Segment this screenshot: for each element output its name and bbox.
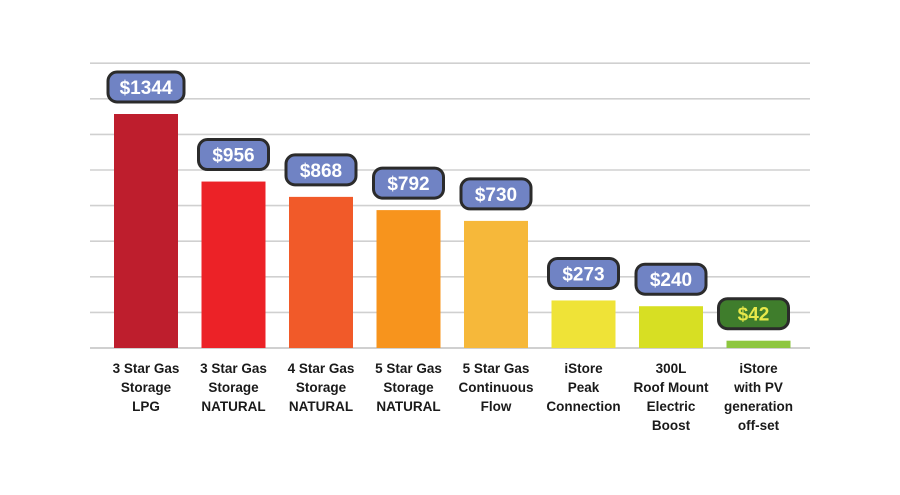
value-label-box: [197, 138, 270, 172]
value-label-text: $792: [387, 174, 429, 195]
gridlines: [90, 62, 810, 349]
x-tick-label: iStore with PV generation off-set: [724, 361, 793, 433]
x-tick-label: 4 Star Gas Storage NATURAL: [288, 361, 355, 414]
x-tick-label: 3 Star Gas Storage LPG: [113, 361, 180, 414]
bar: [639, 306, 703, 348]
bar: [726, 340, 791, 348]
bar: [551, 300, 616, 348]
value-labels: $1344 $956 $868 $792 $730 $273 $240 $42: [106, 70, 790, 331]
bar: [114, 114, 178, 348]
value-label-box: [459, 177, 533, 211]
value-label-box: [106, 70, 186, 104]
value-label: $42: [717, 297, 790, 331]
value-label-box: [634, 262, 708, 296]
bar: [376, 210, 441, 348]
x-tick-label: 3 Star Gas Storage NATURAL: [200, 361, 267, 414]
value-label: $240: [634, 262, 708, 296]
value-label-text: $868: [300, 161, 342, 182]
value-label: $730: [459, 177, 533, 211]
x-axis-labels: 3 Star Gas Storage LPG 3 Star Gas Storage NAT…: [113, 361, 793, 433]
value-label-box: [547, 256, 620, 290]
x-tick-label: 5 Star Gas Continuous Flow: [459, 361, 534, 414]
value-label: $792: [372, 166, 445, 200]
value-label-text: $42: [738, 305, 770, 326]
value-label-text: $730: [475, 185, 517, 206]
x-tick-label: iStore Peak Connection: [546, 361, 620, 414]
value-label-text: $1344: [120, 78, 173, 99]
value-label-text: $273: [562, 264, 604, 285]
value-label-box: [372, 166, 445, 200]
bar: [201, 181, 266, 348]
x-tick-label: 300L Roof Mount Electric Boost: [634, 361, 709, 433]
bars: [114, 114, 791, 348]
x-tick-label: 5 Star Gas Storage NATURAL: [375, 361, 442, 414]
value-label-text: $240: [650, 270, 692, 291]
bar: [464, 220, 528, 348]
bar: [289, 196, 353, 348]
value-label: $956: [197, 138, 270, 172]
value-label: $868: [284, 153, 358, 187]
value-label-box: [717, 297, 790, 331]
value-label: $1344: [106, 70, 186, 104]
value-label-text: $956: [212, 146, 254, 167]
value-label: $273: [547, 256, 620, 290]
value-label-box: [284, 153, 358, 187]
